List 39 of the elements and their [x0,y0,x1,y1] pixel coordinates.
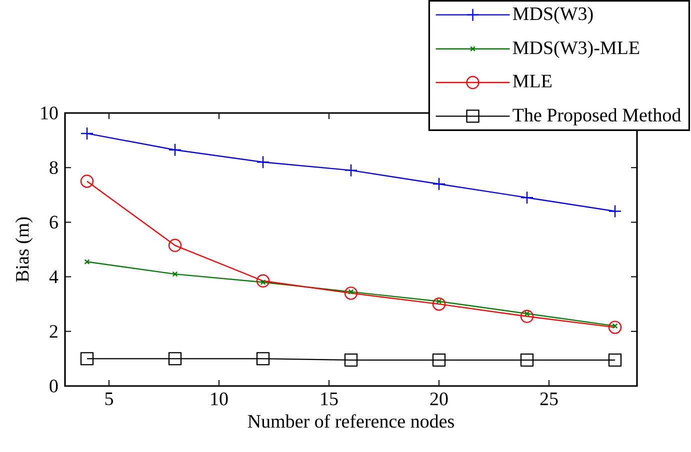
point [256,274,270,288]
legend-label: MLE [512,74,552,88]
point [520,310,534,323]
point [520,191,534,204]
x-tick-label: 20 [430,392,448,406]
point [344,353,358,367]
point [168,143,182,156]
point [344,164,358,177]
point [608,204,622,218]
legend-label: The Proposed Method [512,108,681,126]
point [256,352,270,366]
point [432,297,446,311]
point [80,174,94,188]
point [608,353,622,367]
point [432,353,446,367]
y-tick-label: 10 [41,106,58,120]
point [608,320,622,334]
y-tick-label: 0 [50,380,58,392]
legend-label: MDS(W3)-MLE [512,40,640,58]
x-axis-title: Number of reference nodes [248,414,454,428]
point [344,286,358,300]
legend-label: MDS(W3) [512,6,593,24]
x-tick-label: 25 [540,392,558,406]
point [168,238,182,252]
point [172,271,178,277]
point [80,352,94,366]
y-tick-label: 2 [50,325,58,338]
y-axis-title: Bias (m) [15,217,33,282]
point [256,156,270,169]
point [80,126,94,140]
x-tick-label: 15 [321,392,338,406]
y-tick-label: 4 [49,270,58,284]
y-tick-label: 8 [50,161,58,174]
point [520,353,534,367]
y-tick-label: 6 [50,216,58,229]
point [432,177,446,191]
x-tick-label: 10 [211,392,228,406]
x-tick-label: 5 [105,392,114,406]
point [168,352,182,366]
